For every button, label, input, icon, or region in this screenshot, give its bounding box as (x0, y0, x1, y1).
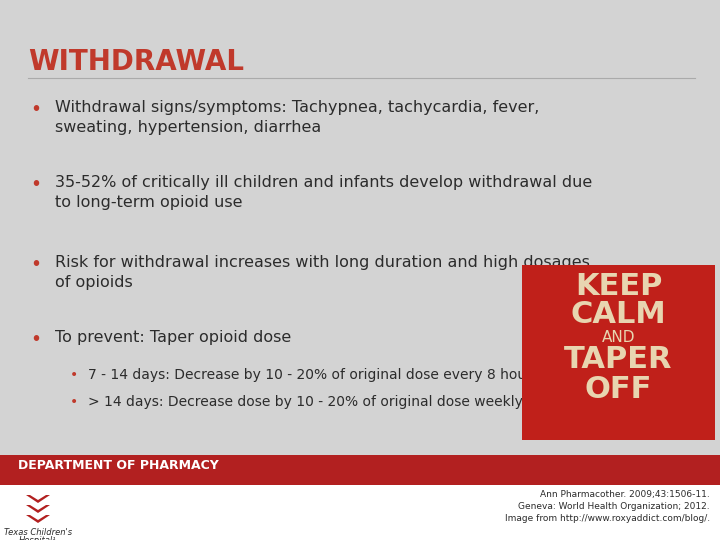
Text: •: • (70, 395, 78, 409)
Text: CALM: CALM (571, 300, 667, 329)
Text: Withdrawal signs/symptoms: Tachypnea, tachycardia, fever,
sweating, hypertension: Withdrawal signs/symptoms: Tachypnea, ta… (55, 100, 539, 136)
Text: AND: AND (602, 330, 635, 345)
Bar (522, 265, 715, 440)
Text: •: • (30, 255, 41, 274)
Text: TAPER: TAPER (564, 345, 672, 374)
Bar (0, 485, 720, 540)
Text: •: • (30, 330, 41, 349)
Text: Risk for withdrawal increases with long duration and high dosages
of opioids: Risk for withdrawal increases with long … (55, 255, 590, 291)
Polygon shape (26, 505, 50, 513)
Text: •: • (30, 100, 41, 119)
Text: WITHDRAWAL: WITHDRAWAL (28, 48, 244, 76)
Text: To prevent: Taper opioid dose: To prevent: Taper opioid dose (55, 330, 292, 345)
Text: •: • (70, 368, 78, 382)
Text: DEPARTMENT OF PHARMACY: DEPARTMENT OF PHARMACY (18, 459, 219, 472)
Polygon shape (26, 495, 50, 503)
Text: > 14 days: Decrease dose by 10 - 20% of original dose weekly: > 14 days: Decrease dose by 10 - 20% of … (88, 395, 523, 409)
Text: 35-52% of critically ill children and infants develop withdrawal due
to long-ter: 35-52% of critically ill children and in… (55, 175, 593, 211)
Text: KEEP: KEEP (575, 272, 662, 301)
Text: Texas Children's: Texas Children's (4, 528, 72, 537)
Polygon shape (26, 515, 50, 523)
Text: OFF: OFF (585, 375, 652, 404)
Text: •: • (30, 175, 41, 194)
Text: Hospital¹: Hospital¹ (19, 536, 57, 540)
Text: Ann Pharmacother. 2009;43:1506-11.
Geneva: World Health Organization; 2012.
Imag: Ann Pharmacother. 2009;43:1506-11. Genev… (505, 490, 710, 523)
Bar (0, 455, 720, 485)
Text: 7 - 14 days: Decrease by 10 - 20% of original dose every 8 hours: 7 - 14 days: Decrease by 10 - 20% of ori… (88, 368, 539, 382)
